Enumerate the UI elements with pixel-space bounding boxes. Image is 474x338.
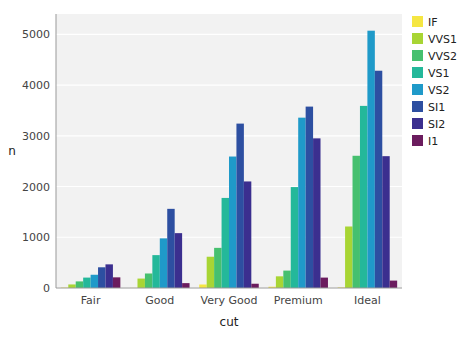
bar xyxy=(298,118,305,288)
grid-line xyxy=(56,287,402,288)
bar xyxy=(360,106,367,288)
legend-swatch xyxy=(412,16,423,27)
y-tick-label: 5000 xyxy=(22,28,50,41)
y-tick-label: 3000 xyxy=(22,130,50,143)
bar xyxy=(207,257,214,288)
bar xyxy=(276,276,283,288)
bar xyxy=(251,284,258,288)
bar xyxy=(91,275,98,288)
bar xyxy=(83,278,90,288)
legend-label: I1 xyxy=(428,135,438,148)
bar xyxy=(98,267,105,288)
legend: IF VVS1 VVS2 VS1 VS2 SI1 SI2 I1 xyxy=(412,16,457,148)
y-tick-label: 2000 xyxy=(22,181,50,194)
legend-label: VS2 xyxy=(428,84,450,97)
grid-line xyxy=(56,84,402,85)
bar xyxy=(145,273,152,288)
legend-swatch xyxy=(412,84,423,95)
bar xyxy=(167,209,174,288)
x-tick-label: Premium xyxy=(274,294,323,307)
bars xyxy=(61,31,397,288)
x-tick-label: Ideal xyxy=(354,294,381,307)
bar xyxy=(222,198,229,288)
bar xyxy=(375,71,382,288)
bar xyxy=(175,233,182,288)
y-tick-label: 0 xyxy=(43,282,50,295)
y-tick-label: 4000 xyxy=(22,79,50,92)
legend-label: VVS2 xyxy=(428,50,457,63)
x-axis-line xyxy=(56,288,402,289)
bar xyxy=(353,156,360,288)
bar xyxy=(152,255,159,288)
bar xyxy=(321,278,328,288)
bar xyxy=(283,271,290,288)
bar xyxy=(390,281,397,288)
legend-label: SI1 xyxy=(428,101,445,114)
x-tick-label: Fair xyxy=(81,294,101,307)
y-axis-line xyxy=(56,14,57,288)
legend-swatch xyxy=(412,67,423,78)
legend-swatch xyxy=(412,50,423,61)
x-tick-label: Good xyxy=(145,294,174,307)
legend-label: VVS1 xyxy=(428,33,457,46)
legend-swatch xyxy=(412,33,423,44)
legend-label: VS1 xyxy=(428,67,450,80)
grid-line xyxy=(56,34,402,35)
bar xyxy=(105,264,112,288)
bar xyxy=(68,284,75,288)
bar xyxy=(160,238,167,288)
legend-label: SI2 xyxy=(428,118,445,131)
legend-swatch xyxy=(412,118,423,129)
legend-swatch xyxy=(412,135,423,146)
x-tick-label: Very Good xyxy=(201,294,258,307)
legend-label: IF xyxy=(428,16,438,29)
bar xyxy=(382,156,389,288)
y-tick-label: 1000 xyxy=(22,231,50,244)
bar xyxy=(137,279,144,288)
grid-line xyxy=(56,135,402,136)
x-axis-label: cut xyxy=(220,315,239,329)
bar xyxy=(229,157,236,288)
bar xyxy=(313,138,320,288)
bar xyxy=(113,277,120,288)
bar xyxy=(236,124,243,288)
bar xyxy=(182,283,189,288)
bar xyxy=(306,107,313,288)
bar xyxy=(214,248,221,288)
y-axis-label: n xyxy=(8,144,16,158)
bar xyxy=(345,227,352,288)
bar xyxy=(291,187,298,288)
bar xyxy=(244,181,251,288)
chart: 0 1000 2000 3000 4000 5000 Fair Good Very Good Pr… xyxy=(0,0,474,338)
bar xyxy=(367,31,374,288)
bar xyxy=(76,281,83,288)
plot-background xyxy=(56,14,402,288)
bar xyxy=(199,284,206,288)
legend-swatch xyxy=(412,101,423,112)
